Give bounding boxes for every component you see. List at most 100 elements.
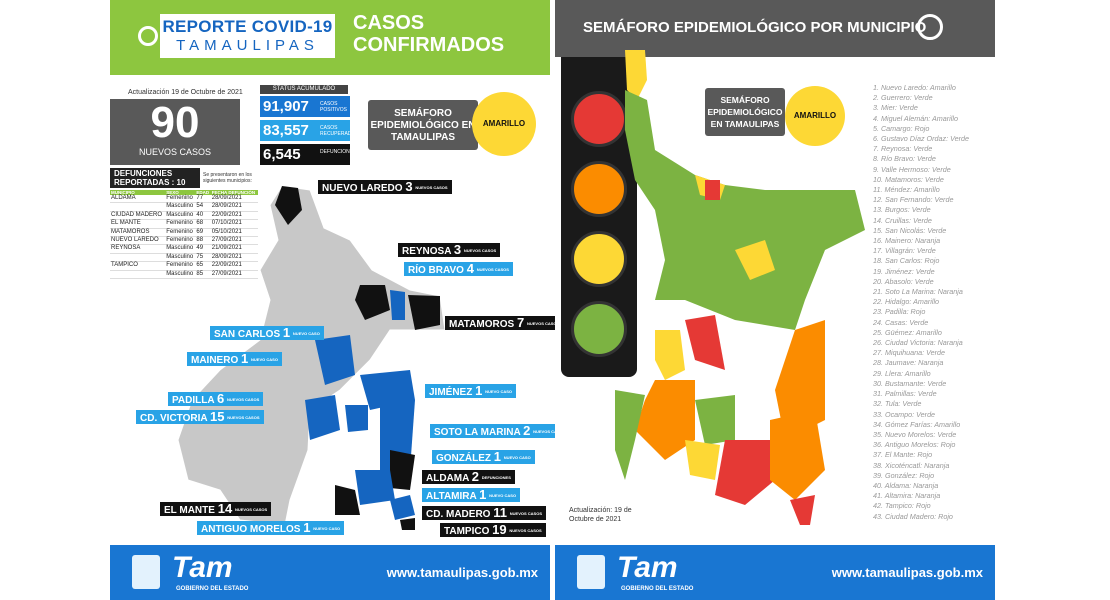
list-item: 23. Padilla: Rojo [873,307,926,317]
label-suffix: NUEVOS CASOS [415,185,448,191]
semaforo-header: SEMÁFORO EPIDEMIOLÓGICO POR MUNICIPIO [555,0,995,57]
new-cases-label: NUEVOS CASOS [138,147,212,157]
stat-label: DEFUNCIONES [320,149,357,155]
new-cases-box: 90 NUEVOS CASOS [110,99,240,165]
list-item: 15. San Nicolás: Verde [873,225,947,235]
label-suffix: NUEVO CASO [313,526,341,532]
stat-positivos: 91,907 CASOS POSITIVOS [260,96,350,117]
label-count: 1 [479,487,487,502]
deaths-header: DEFUNCIONES REPORTADAS : 10 [110,168,200,188]
map-label-aldama: ALDAMA 2 DEFUNCIONES [422,470,515,484]
stat-value: 6,545 [263,146,301,163]
yellow-lamp [571,231,627,287]
label-count: 1 [493,449,502,464]
region-soto-la-marina [380,400,415,470]
label-name: ANTIGUO MORELOS [201,524,301,535]
label-count: 6 [217,391,225,406]
label-name: CD. VICTORIA [140,413,208,424]
label-name: JIMÉNEZ [429,387,473,398]
list-item: 1. Nuevo Laredo: Amarillo [873,83,956,92]
stat-value: 91,907 [263,98,309,115]
list-item: 2. Guerrero: Verde [873,93,933,103]
region-san-carlos [315,335,355,385]
list-item: 9. Valle Hermoso: Verde [873,164,951,174]
state-outline [177,185,446,526]
table-cell: Masculino [165,270,196,280]
map-label-san-carlos: SAN CARLOS 1 NUEVO CASO [210,326,324,340]
table-row: CIUDAD MADERO Masculino 40 22/09/2021 [110,211,258,221]
table-cell [110,270,166,280]
gobierno-label: GOBIERNO DEL ESTADO [621,586,694,592]
map-label-antiguo-morelos: ANTIGUO MORELOS 1 NUEVO CASO [197,521,345,535]
municipios-list: 1. Nuevo Laredo: Amarillo 2. Guerrero: Ve… [873,83,969,522]
map-label-mainero: MAINERO 1 NUEVO CASO [187,352,282,366]
table-cell: 22/09/2021 [210,261,258,271]
list-item: 21. Soto La Marina: Naranja [873,287,963,297]
table-cell: Masculino [165,202,196,212]
label-name: REYNOSA [402,246,452,257]
green-lamp [571,301,627,357]
region-18 [685,315,725,370]
list-item: 34. Gómez Farías: Amarillo [873,419,961,429]
list-item: 28. Jaumave: Naranja [873,358,944,368]
region-altamira [390,495,415,520]
cases-header: REPORTE COVID-19 TAMAULIPAS CASOS CONFIR… [110,0,550,75]
list-item: 29. Llera: Amarillo [873,368,931,378]
table-cell: Femenino [165,228,196,238]
table-cell: CIUDAD MADERO [110,211,166,221]
region-1 [625,50,647,100]
label-count: 3 [405,179,413,194]
table-cell: 21/09/2021 [210,244,258,254]
column-header: FECHA DEFUNCIÓN [210,190,258,195]
state-crest-icon [132,555,160,589]
semaforo-value: AMARILLO [472,92,536,156]
label-count: 15 [210,409,225,424]
table-cell: 27/09/2021 [210,270,258,280]
table-cell: 54 [195,202,211,212]
list-item: 33. Ocampo: Verde [873,409,936,419]
region-34 [685,440,720,480]
label-name: ALDAMA [426,473,469,484]
region-24 [695,395,735,445]
column-header: EDAD [195,190,211,195]
state-crest-icon [577,555,605,589]
orange-lamp [571,161,627,217]
table-cell [110,253,166,263]
label-suffix: NUEVO CASO [485,389,513,395]
map-label-rio-bravo: RÍO BRAVO 4 NUEVOS CASOS [404,262,513,276]
region-37 [715,440,775,505]
table-row: TAMPICO Femenino 65 22/09/2021 [110,261,258,271]
table-row: NUEVO LAREDO Femenino 88 27/09/2021 [110,236,258,246]
table-row: MATAMOROS Femenino 69 05/10/2021 [110,228,258,238]
map-label-padilla: PADILLA 6 NUEVOS CASOS [168,391,264,406]
table-cell: 28/09/2021 [210,202,258,212]
table-cell: 22/09/2021 [210,211,258,221]
label-name: CD. MADERO [426,509,491,520]
label-name: SAN CARLOS [214,329,281,340]
region-victoria [305,395,340,440]
list-item: 24. Casas: Verde [873,317,929,327]
table-cell: 40 [195,211,211,221]
website-link[interactable]: www.tamaulipas.gob.mx [386,565,538,580]
list-item: 13. Burgos: Verde [873,205,931,215]
table-cell: 07/10/2021 [210,219,258,229]
label-suffix: NUEVO CASO [292,331,320,337]
table-cell: 69 [195,228,211,238]
label-suffix: NUEVO CASO [489,493,517,499]
list-item: 35. Nuevo Morelos: Verde [873,429,957,439]
list-item: 41. Altamira: Naranja [873,491,941,501]
cases-panel: REPORTE COVID-19 TAMAULIPAS CASOS CONFIR… [110,0,570,600]
virus-icon [917,14,943,40]
table-row: Masculino 85 27/09/2021 [110,270,258,280]
label-suffix: NUEVOS CASOS [476,267,509,273]
region-el-mante [335,485,360,515]
label-count: 2 [471,469,479,484]
region-gonzalez [355,470,395,505]
list-item: 40. Aldama: Naranja [873,480,939,490]
tam-logo: Tam [172,551,233,584]
cases-map [177,185,446,530]
website-link[interactable]: www.tamaulipas.gob.mx [831,565,983,580]
region-southwest [615,390,645,480]
region-padilla [345,405,368,432]
label-name: MATAMOROS [449,319,515,330]
